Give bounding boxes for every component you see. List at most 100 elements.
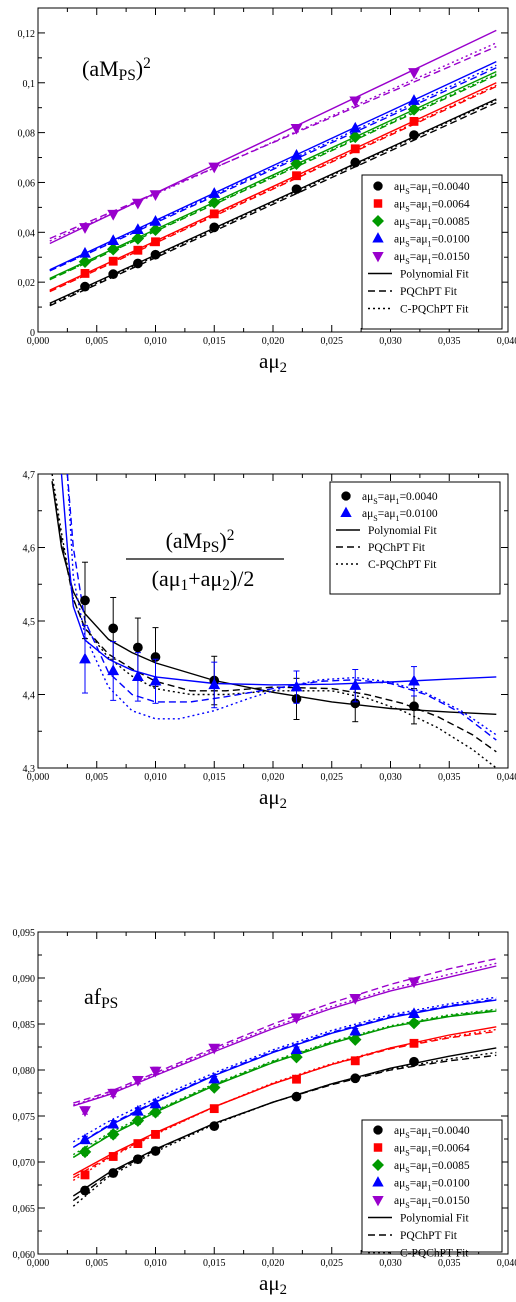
chart-annotation-denominator-part: +aμ (188, 566, 222, 591)
legend-series-label-part: S (405, 1201, 409, 1210)
data-point (292, 1074, 301, 1084)
data-point (349, 96, 362, 108)
y-tick-label: 0,060 (13, 1250, 36, 1261)
x-axis-label-part: 2 (280, 360, 287, 376)
legend-series-label-part: S (405, 222, 409, 231)
data-point (107, 1088, 120, 1100)
data-point (290, 123, 303, 135)
data-point (291, 1091, 302, 1102)
legend-fit-label: Polynomial Fit (368, 525, 437, 537)
legend-series-label: aμS=aμ1=0.0040 (394, 1125, 470, 1140)
chart-annotation-numerator-part: PS (202, 539, 219, 556)
data-point (407, 103, 421, 116)
data-point (80, 269, 90, 278)
legend-fit-label: PQChPT Fit (400, 1230, 458, 1242)
chart-fps: 0,000 0,005 0,010 0,015 0,020 0,025 0,030 0,035… (13, 928, 516, 1298)
x-tick-label: 0,025 (321, 1258, 344, 1269)
data-point (291, 184, 302, 195)
legend-marker (372, 251, 384, 263)
x-axis-label-part: aμ (259, 785, 280, 809)
chart-annotation-part: 2 (143, 55, 151, 72)
data-point (107, 664, 120, 676)
legend-marker (373, 1125, 383, 1135)
legend-series-label-part: S (405, 187, 409, 196)
x-tick-label: 0,035 (438, 336, 461, 347)
chart-annotation-part: PS (119, 67, 136, 84)
legend-series-label-part: aμ (394, 1125, 405, 1137)
plot-area (51, 474, 497, 768)
x-tick-label: 0,015 (203, 772, 226, 783)
x-tick-label: 0,030 (379, 336, 402, 347)
data-point (133, 1139, 143, 1149)
data-point (208, 162, 221, 174)
data-point (208, 1043, 221, 1055)
chart-annotation-numerator: (aMPS)2 (166, 527, 235, 556)
fit-line-c-pqchpt (66, 474, 497, 736)
data-point (409, 116, 419, 126)
data-point (208, 678, 221, 690)
data-point (80, 1170, 90, 1180)
legend-marker (373, 199, 383, 208)
legend-series-label-part: 1 (428, 205, 432, 214)
x-tick-label: 0,005 (86, 1258, 109, 1269)
data-point (131, 232, 145, 245)
data-point (80, 1185, 90, 1196)
fit-line-c-pqchpt (49, 42, 497, 242)
legend-series-label-part: =0.0100 (432, 234, 470, 246)
legend-series-label-part: =0.0064 (432, 199, 470, 211)
data-point (149, 223, 162, 237)
y-tick-label: 0,12 (18, 29, 36, 40)
data-point (149, 1097, 162, 1109)
legend-series-label-part: S (405, 1149, 409, 1158)
legend-marker (340, 506, 352, 518)
data-point (208, 196, 221, 209)
legend-series-label-part: =0.0150 (432, 251, 470, 263)
x-tick-label: 0,000 (27, 772, 50, 783)
fit-line-c-pqchpt (72, 1028, 497, 1181)
data-point (131, 223, 144, 234)
legend-series-label-part: 1 (428, 1149, 432, 1158)
legend-series-label-part: 1 (428, 240, 432, 249)
legend-series-label-part: =aμ (378, 508, 396, 520)
chart-annotation-denominator-part: 2 (222, 577, 230, 594)
fit-line-pqchpt (72, 998, 497, 1148)
data-point (108, 623, 119, 634)
chart-annotation-part: PS (101, 995, 118, 1012)
legend-series-label: aμS=aμ1=0.0064 (394, 1143, 470, 1158)
fit-line-c-pqchpt (72, 996, 497, 1143)
x-axis-label: aμ2 (259, 349, 287, 376)
data-point (350, 1073, 361, 1084)
legend-series-label-part: =aμ (410, 1143, 428, 1155)
legend-fit-label: Polynomial Fit (400, 1213, 469, 1225)
chart-annotation-denominator-part: )/2 (230, 566, 254, 591)
data-point (290, 1050, 303, 1064)
x-tick-label: 0,040 (497, 1258, 516, 1269)
data-point (106, 1128, 120, 1141)
data-point (349, 121, 362, 133)
fit-line-c-pqchpt (49, 84, 497, 292)
x-tick-label: 0,020 (262, 336, 285, 347)
x-axis-label-part: 2 (280, 796, 287, 812)
data-point (349, 1033, 362, 1046)
x-tick-label: 0,035 (438, 1258, 461, 1269)
legend-series-label: aμS=aμ1=0.0100 (394, 234, 470, 249)
fit-line-pqchpt (73, 958, 497, 1104)
fit-line-pqchpt (72, 1009, 497, 1158)
data-point (79, 246, 91, 258)
legend-series-label-part: S (405, 1131, 409, 1140)
x-tick-label: 0,010 (144, 336, 167, 347)
data-point (151, 237, 160, 247)
data-point (133, 642, 143, 653)
x-tick-label: 0,005 (86, 772, 109, 783)
data-point (350, 144, 360, 154)
legend-series-label-part: =aμ (410, 1178, 428, 1190)
data-point (349, 1024, 362, 1036)
data-point (131, 670, 144, 682)
chart-annotation-denominator-part: (aμ (152, 566, 181, 591)
chart-annotation-part: af (84, 984, 102, 1009)
data-point (290, 148, 303, 160)
x-tick-label: 0,025 (321, 336, 344, 347)
data-point (290, 1043, 303, 1054)
legend-series-label: aμS=aμ1=0.0100 (394, 1178, 470, 1193)
